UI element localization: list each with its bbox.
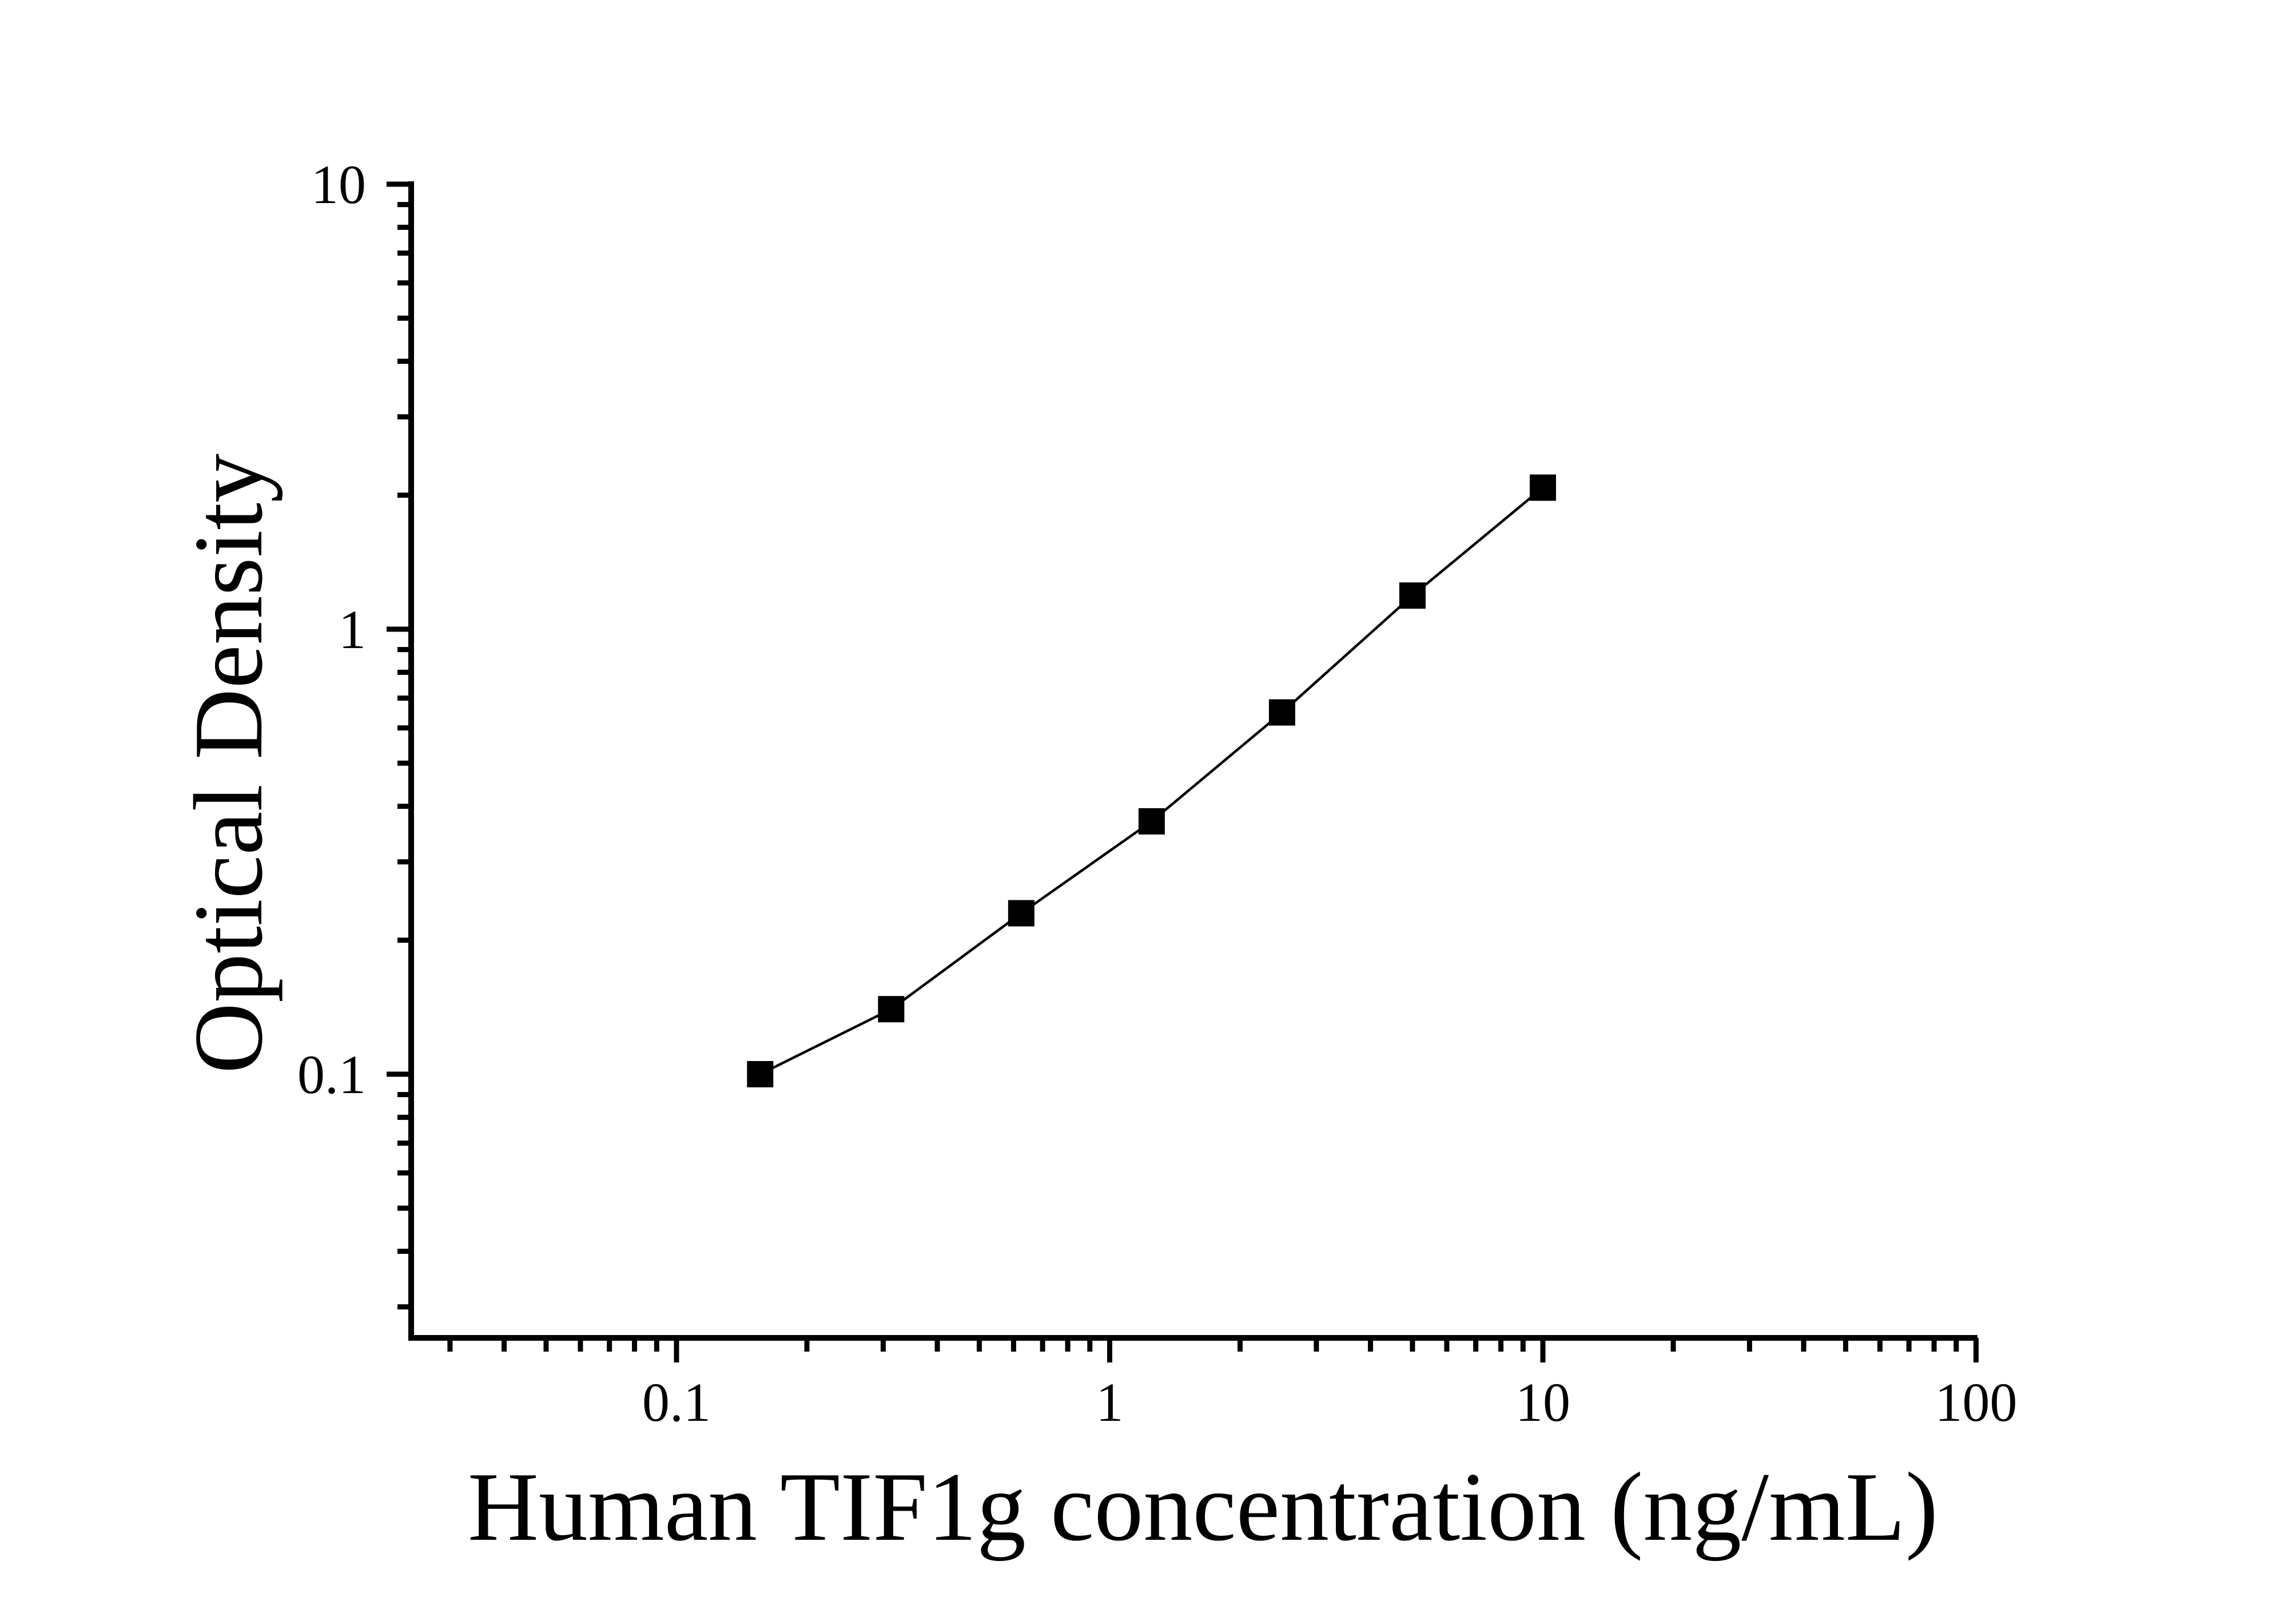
x-tick-label: 0.1: [642, 1372, 711, 1433]
x-tick-label: 100: [1935, 1372, 2018, 1433]
y-axis-title: Optical Density: [174, 454, 283, 1074]
data-point-marker: [747, 1061, 774, 1087]
data-point-marker: [1530, 474, 1556, 501]
x-tick-label: 1: [1096, 1372, 1124, 1433]
data-point-marker: [878, 996, 905, 1023]
data-point-marker: [1008, 900, 1034, 927]
x-axis-title: Human TIF1g concentration (ng/mL): [468, 1453, 1938, 1562]
y-tick-label: 1: [339, 599, 366, 660]
data-point-marker: [1138, 808, 1165, 835]
data-point-marker: [1399, 582, 1426, 609]
series-line: [759, 486, 1544, 1076]
x-tick-label: 10: [1515, 1372, 1570, 1433]
data-point-marker: [1268, 699, 1295, 726]
axis-frame: [408, 181, 1977, 1341]
data-series: [747, 474, 1556, 1087]
axis-ticks: [387, 181, 1979, 1362]
axis-tick-labels: 0.1 1 10 100 0.1 1 10: [297, 154, 2018, 1433]
y-tick-label: 0.1: [297, 1044, 366, 1105]
axes: [408, 181, 1977, 1341]
y-tick-label: 10: [311, 154, 366, 215]
